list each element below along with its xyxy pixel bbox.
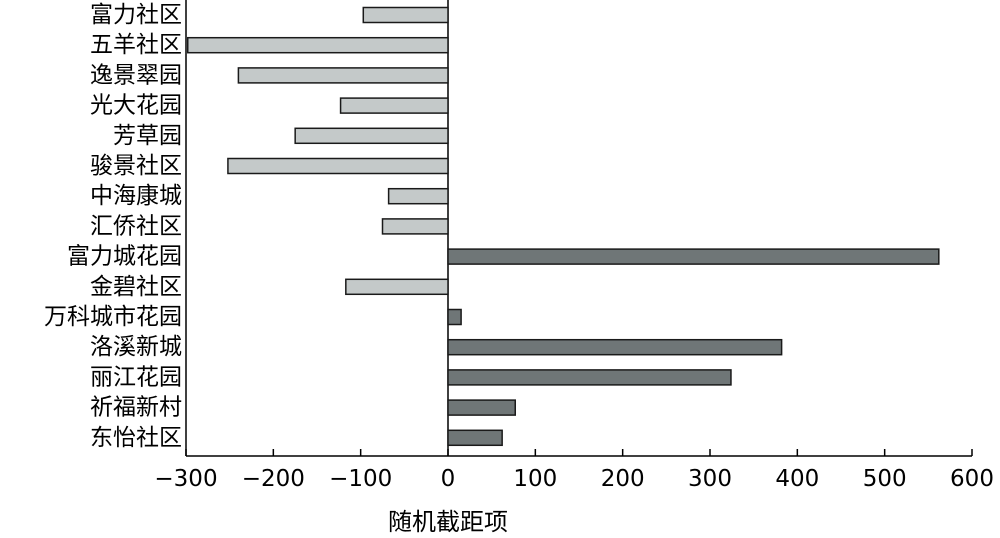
category-label: 骏景社区 <box>90 153 182 179</box>
category-label: 五羊社区 <box>90 32 182 58</box>
category-label: 祈福新村 <box>90 395 182 421</box>
x-tick-label: 600 <box>950 466 994 492</box>
category-label: 金碧社区 <box>90 274 182 300</box>
bar <box>447 399 516 416</box>
bar <box>237 67 449 84</box>
x-tick-label: −300 <box>154 466 217 492</box>
bar <box>447 369 732 386</box>
bar <box>447 338 783 356</box>
x-tick-label: −100 <box>329 466 392 492</box>
category-label: 光大花园 <box>90 93 182 119</box>
x-tick-label: 200 <box>601 466 645 492</box>
category-label: 汇侨社区 <box>90 213 182 239</box>
category-label: 洛溪新城 <box>90 334 182 360</box>
x-tick-label: 0 <box>441 466 456 492</box>
category-label: 富力社区 <box>90 2 182 28</box>
category-labels: 富力社区五羊社区逸景翠园光大花园芳草园骏景社区中海康城汇侨社区富力城花园金碧社区… <box>44 2 182 451</box>
category-label: 万科城市花园 <box>44 304 182 330</box>
category-label: 丽江花园 <box>90 364 182 390</box>
bar <box>381 218 449 235</box>
x-tick-label: 100 <box>513 466 557 492</box>
x-tick-label: −200 <box>242 466 305 492</box>
bar <box>447 248 940 265</box>
x-tick-label: 300 <box>688 466 732 492</box>
bar <box>186 36 449 54</box>
bar <box>362 6 449 24</box>
bars-group <box>186 6 940 447</box>
category-label: 芳草园 <box>113 123 182 149</box>
bar <box>447 308 462 326</box>
bar <box>294 127 449 145</box>
x-ticks: −300 −200 −100 0 100 200 300 400 500 600 <box>154 449 994 492</box>
x-axis-label: 随机截距项 <box>388 508 508 536</box>
category-label: 富力城花园 <box>67 244 182 270</box>
x-tick-label: 400 <box>775 466 819 492</box>
bar <box>387 187 449 205</box>
bar <box>345 278 449 296</box>
category-label: 东怡社区 <box>90 425 182 451</box>
bar <box>447 429 503 447</box>
bar <box>339 97 449 114</box>
category-label: 中海康城 <box>90 183 182 209</box>
bar <box>227 157 449 175</box>
x-tick-label: 500 <box>863 466 907 492</box>
category-label: 逸景翠园 <box>90 62 182 88</box>
